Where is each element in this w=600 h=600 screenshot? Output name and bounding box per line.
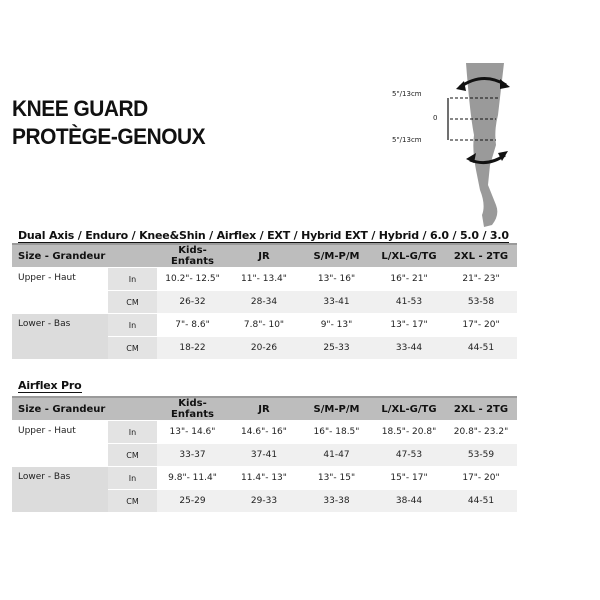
column-header: Size - Grandeur [12, 396, 157, 421]
size-value: 7"- 8.6" [157, 313, 228, 337]
size-value: 17"- 20" [445, 466, 517, 490]
size-value: 13"- 14.6" [157, 420, 228, 444]
size-value: 38-44 [373, 489, 445, 513]
row-label: Lower - Bas [12, 313, 108, 360]
column-header: Kids-Enfants [157, 243, 228, 268]
size-value: 20-26 [228, 336, 300, 360]
size-value: 41-53 [373, 290, 445, 314]
size-value: 44-51 [445, 489, 517, 513]
size-value: 44-51 [445, 336, 517, 360]
size-value: 20.8"- 23.2" [445, 420, 517, 444]
unit-label: CM [108, 336, 157, 360]
size-value: 16"- 18.5" [300, 420, 373, 444]
size-value: 7.8"- 10" [228, 313, 300, 337]
size-value: 37-41 [228, 443, 300, 467]
size-value: 47-53 [373, 443, 445, 467]
size-value: 21"- 23" [445, 267, 517, 291]
size-value: 9"- 13" [300, 313, 373, 337]
size-value: 29-33 [228, 489, 300, 513]
table-2-title: Airflex Pro [18, 379, 82, 393]
leg-measurement-diagram-icon [447, 63, 510, 227]
size-value: 41-47 [300, 443, 373, 467]
size-value: 25-33 [300, 336, 373, 360]
unit-label: CM [108, 443, 157, 467]
column-header: L/XL-G/TG [373, 396, 445, 421]
size-value: 33-38 [300, 489, 373, 513]
header-row: Size - Grandeur Kids-Enfants JR S/M-P/M L/XL… [12, 396, 517, 421]
column-header: 2XL - 2TG [445, 396, 517, 421]
unit-label: In [108, 267, 157, 291]
size-value: 53-59 [445, 443, 517, 467]
size-value: 26-32 [157, 290, 228, 314]
column-header: 2XL - 2TG [445, 243, 517, 268]
size-value: 9.8"- 11.4" [157, 466, 228, 490]
size-value: 28-34 [228, 290, 300, 314]
unit-label: In [108, 420, 157, 444]
table-1-title: Dual Axis / Enduro / Knee&Shin / Airflex… [18, 229, 509, 243]
column-header: S/M-P/M [300, 243, 373, 268]
size-value: 13"- 17" [373, 313, 445, 337]
size-value: 10.2"- 12.5" [157, 267, 228, 291]
column-header: JR [228, 396, 300, 421]
size-value: 33-44 [373, 336, 445, 360]
size-value: 53-58 [445, 290, 517, 314]
row-label: Upper - Haut [12, 420, 108, 467]
lower-measure-label: 5"/13cm [392, 136, 422, 144]
size-value: 25-29 [157, 489, 228, 513]
header-row: Size - Grandeur Kids-Enfants JR S/M-P/M L/XL… [12, 243, 517, 268]
size-value: 16"- 21" [373, 267, 445, 291]
table-row: Lower - Bas In 7"- 8.6" 7.8"- 10" 9"- 13" 13"… [12, 313, 517, 360]
table-row: CM 25-29 29-33 33-38 38-44 44-51 [12, 489, 517, 513]
size-table-1: Size - Grandeur Kids-Enfants JR S/M-P/M L/XL… [12, 243, 517, 360]
unit-label: CM [108, 489, 157, 513]
table-row: CM 18-22 20-26 25-33 33-44 44-51 [12, 336, 517, 360]
size-table-2: Size - Grandeur Kids-Enfants JR S/M-P/M L/XL… [12, 396, 517, 513]
column-header: JR [228, 243, 300, 268]
unit-label: In [108, 466, 157, 490]
upper-measure-label: 5"/13cm [392, 90, 422, 98]
size-value: 17"- 20" [445, 313, 517, 337]
row-label: Upper - Haut [12, 267, 108, 314]
table-row: CM 26-32 28-34 33-41 41-53 53-58 [12, 290, 517, 314]
size-value: 15"- 17" [373, 466, 445, 490]
size-value: 11"- 13.4" [228, 267, 300, 291]
size-value: 14.6"- 16" [228, 420, 300, 444]
table-row: Lower - Bas In 9.8"- 11.4" 11.4"- 13" 13"- 1… [12, 466, 517, 513]
title-french: PROTÈGE-GENOUX [12, 124, 206, 149]
size-value: 18-22 [157, 336, 228, 360]
column-header: L/XL-G/TG [373, 243, 445, 268]
size-value: 33-37 [157, 443, 228, 467]
zero-label: 0 [433, 114, 438, 122]
unit-label: CM [108, 290, 157, 314]
size-value: 33-41 [300, 290, 373, 314]
table-row: Upper - Haut In 10.2"- 12.5" 11"- 13.4" 13"-… [12, 267, 517, 314]
size-value: 18.5"- 20.8" [373, 420, 445, 444]
column-header: Size - Grandeur [12, 243, 157, 268]
row-label: Lower - Bas [12, 466, 108, 513]
title-english: KNEE GUARD [12, 96, 148, 121]
size-value: 13"- 15" [300, 466, 373, 490]
size-value: 13"- 16" [300, 267, 373, 291]
size-value: 11.4"- 13" [228, 466, 300, 490]
table-row: Upper - Haut In 13"- 14.6" 14.6"- 16" 16"- 1… [12, 420, 517, 467]
column-header: S/M-P/M [300, 396, 373, 421]
unit-label: In [108, 313, 157, 337]
column-header: Kids-Enfants [157, 396, 228, 421]
